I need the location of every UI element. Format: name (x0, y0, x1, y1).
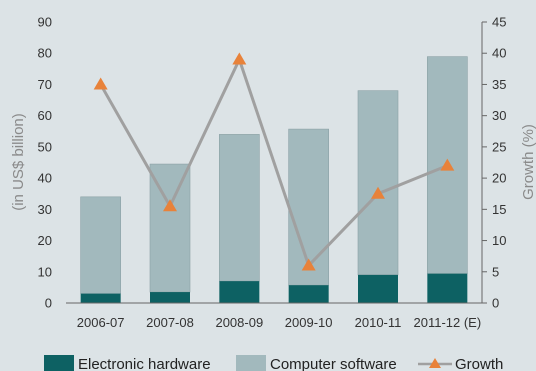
x-tick-label: 2011-12 (E) (413, 315, 481, 330)
y2-tick-label: 0 (492, 296, 499, 311)
growth-point (371, 186, 385, 199)
y-tick-label: 70 (38, 77, 52, 92)
y-tick-label: 30 (38, 202, 52, 217)
y-tick-label: 60 (38, 108, 52, 123)
y2-tick-label: 25 (492, 139, 506, 154)
legend-swatch-software (236, 355, 266, 371)
y2-tick-label: 45 (492, 15, 506, 30)
y2-tick-label: 35 (492, 77, 506, 92)
y2-tick-label: 10 (492, 233, 506, 248)
x-tick-label: 2006-07 (77, 315, 125, 330)
growth-point (301, 258, 316, 271)
y2-tick-label: 15 (492, 202, 506, 217)
growth-point (163, 199, 177, 212)
y2-tick-label: 20 (492, 171, 506, 186)
growth-point (93, 77, 108, 90)
bar-electronic-hardware (427, 273, 468, 303)
legend-label-hardware: Electronic hardware (78, 356, 211, 371)
growth-line (99, 57, 448, 268)
legend: Electronic hardware Computer software Gr… (44, 355, 503, 371)
x-tick-label: 2008-09 (215, 315, 263, 330)
y2-ticks-layer: 0 5 10 15 20 25 30 35 40 45 (482, 15, 506, 311)
bar-computer-software (357, 90, 399, 276)
x-ticks-layer: 2006-07 2007-08 2008-09 2009-10 2010-11 2011-… (77, 315, 481, 330)
bar-electronic-hardware (358, 274, 398, 303)
x-tick-label: 2010-11 (355, 315, 402, 330)
bar-electronic-hardware (80, 293, 121, 303)
legend-label-software: Computer software (270, 356, 397, 371)
y2-axis-title: Growth (%) (520, 124, 536, 200)
bar-computer-software (219, 134, 260, 282)
y-tick-label: 20 (38, 233, 52, 248)
bar-electronic-hardware (288, 285, 329, 303)
bar-electronic-hardware (150, 292, 190, 303)
bar-electronic-hardware (219, 281, 260, 303)
legend-swatch-hardware (44, 355, 74, 371)
growth-series-layer (93, 52, 455, 271)
growth-point (232, 52, 247, 65)
y-tick-label: 90 (38, 15, 52, 30)
x-tick-label: 2009-10 (285, 315, 333, 330)
x-tick-label: 2007-08 (146, 315, 194, 330)
y2-tick-label: 30 (492, 108, 506, 123)
y-ticks-layer: 0 10 20 30 40 50 60 70 80 90 (38, 15, 52, 311)
axes-layer (66, 22, 483, 304)
y-tick-label: 50 (38, 139, 52, 154)
y-axis-title: (in US$ billion) (10, 113, 27, 211)
legend-marker-growth (429, 358, 441, 368)
growth-point (440, 158, 455, 171)
y-tick-label: 10 (38, 264, 52, 279)
y2-tick-label: 5 (492, 264, 499, 279)
y-tick-label: 40 (38, 171, 52, 186)
y-tick-label: 0 (45, 296, 52, 311)
y-tick-label: 80 (38, 46, 52, 61)
y2-tick-label: 40 (492, 46, 506, 61)
bar-computer-software (80, 196, 121, 294)
legend-label-growth: Growth (455, 356, 503, 371)
